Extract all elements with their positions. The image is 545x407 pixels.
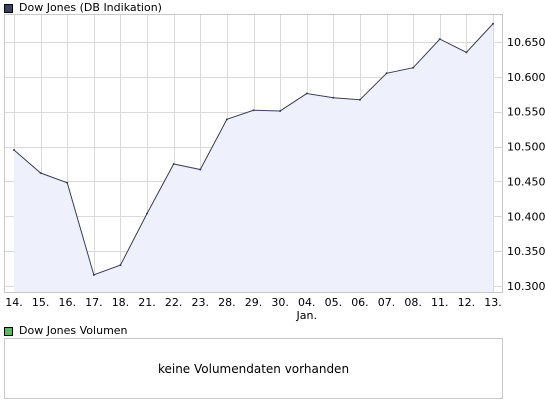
price-legend-swatch	[4, 3, 13, 13]
price-data-point	[465, 51, 468, 54]
y-tick-label: 10.600	[507, 71, 545, 84]
price-chart: 10.300 10.350 10.400 10.450 10.500 10.550 10.6…	[4, 14, 545, 322]
x-tick-label: 17.	[85, 296, 103, 309]
x-tick-label: 28.	[218, 296, 236, 309]
x-tick-label: 15.	[32, 296, 50, 309]
x-tick-label: 08.	[404, 296, 422, 309]
y-tick-label: 10.650	[507, 36, 545, 49]
x-tick-label: 16.	[58, 296, 76, 309]
y-tick-label: 10.500	[507, 141, 545, 154]
x-tick-label: 13.	[484, 296, 502, 309]
x-tick-label: 30.	[271, 296, 289, 309]
price-data-point	[66, 181, 69, 184]
plot-frame	[4, 14, 503, 293]
no-volume-message: keine Volumendaten vorhanden	[157, 361, 350, 376]
y-tick-label: 10.400	[507, 210, 545, 223]
x-tick-label: 14.	[5, 296, 23, 309]
price-data-point	[252, 109, 255, 112]
price-data-point	[279, 109, 282, 112]
y-tick-label: 10.300	[507, 280, 545, 293]
price-data-point	[412, 66, 415, 69]
y-tick-label: 10.450	[507, 175, 545, 188]
x-tick-label: 04.	[298, 296, 316, 309]
price-data-point	[332, 96, 335, 99]
x-tick-label: 07.	[378, 296, 396, 309]
y-tick-label: 10.550	[507, 106, 545, 119]
price-data-point	[92, 273, 95, 276]
price-data-point	[438, 38, 441, 41]
price-data-points	[13, 22, 494, 276]
x-tick-label: 18.	[112, 296, 130, 309]
x-tick-label: 21.	[138, 296, 156, 309]
price-data-point	[146, 212, 149, 215]
volume-legend-label: Dow Jones Volumen	[19, 324, 128, 337]
x-tick-label: 12.	[458, 296, 476, 309]
x-axis-tick-labels: 14. 15. 16. 17. 18. 21. 22. 23. 28. 29. 30. 04. 05. 0…	[5, 296, 502, 322]
volume-legend-swatch	[4, 326, 13, 336]
y-tick-label: 10.350	[507, 245, 545, 258]
price-data-point	[13, 149, 15, 152]
x-month-label: Jan.	[295, 309, 316, 322]
x-tick-label: 22.	[165, 296, 183, 309]
price-data-point	[305, 92, 308, 95]
x-tick-label: 11.	[431, 296, 449, 309]
price-data-point	[199, 168, 202, 171]
price-area-fill	[14, 23, 493, 293]
price-legend: Dow Jones (DB Indikation)	[4, 2, 162, 14]
price-data-point	[172, 162, 175, 165]
price-data-point	[225, 118, 228, 121]
volume-legend: Dow Jones Volumen	[4, 325, 128, 337]
x-tick-label: 06.	[351, 296, 369, 309]
price-data-point	[492, 22, 494, 25]
y-axis-tick-labels: 10.300 10.350 10.400 10.450 10.500 10.550 10.6…	[507, 36, 545, 293]
volume-panel: keine Volumendaten vorhanden	[4, 338, 503, 399]
x-tick-label: 29.	[245, 296, 263, 309]
x-tick-label: 05.	[325, 296, 343, 309]
x-tick-label: 23.	[192, 296, 210, 309]
price-data-point	[119, 264, 122, 267]
price-legend-label: Dow Jones (DB Indikation)	[19, 1, 162, 14]
price-data-point	[358, 98, 361, 101]
price-data-point	[39, 172, 42, 175]
price-data-point	[385, 72, 388, 75]
